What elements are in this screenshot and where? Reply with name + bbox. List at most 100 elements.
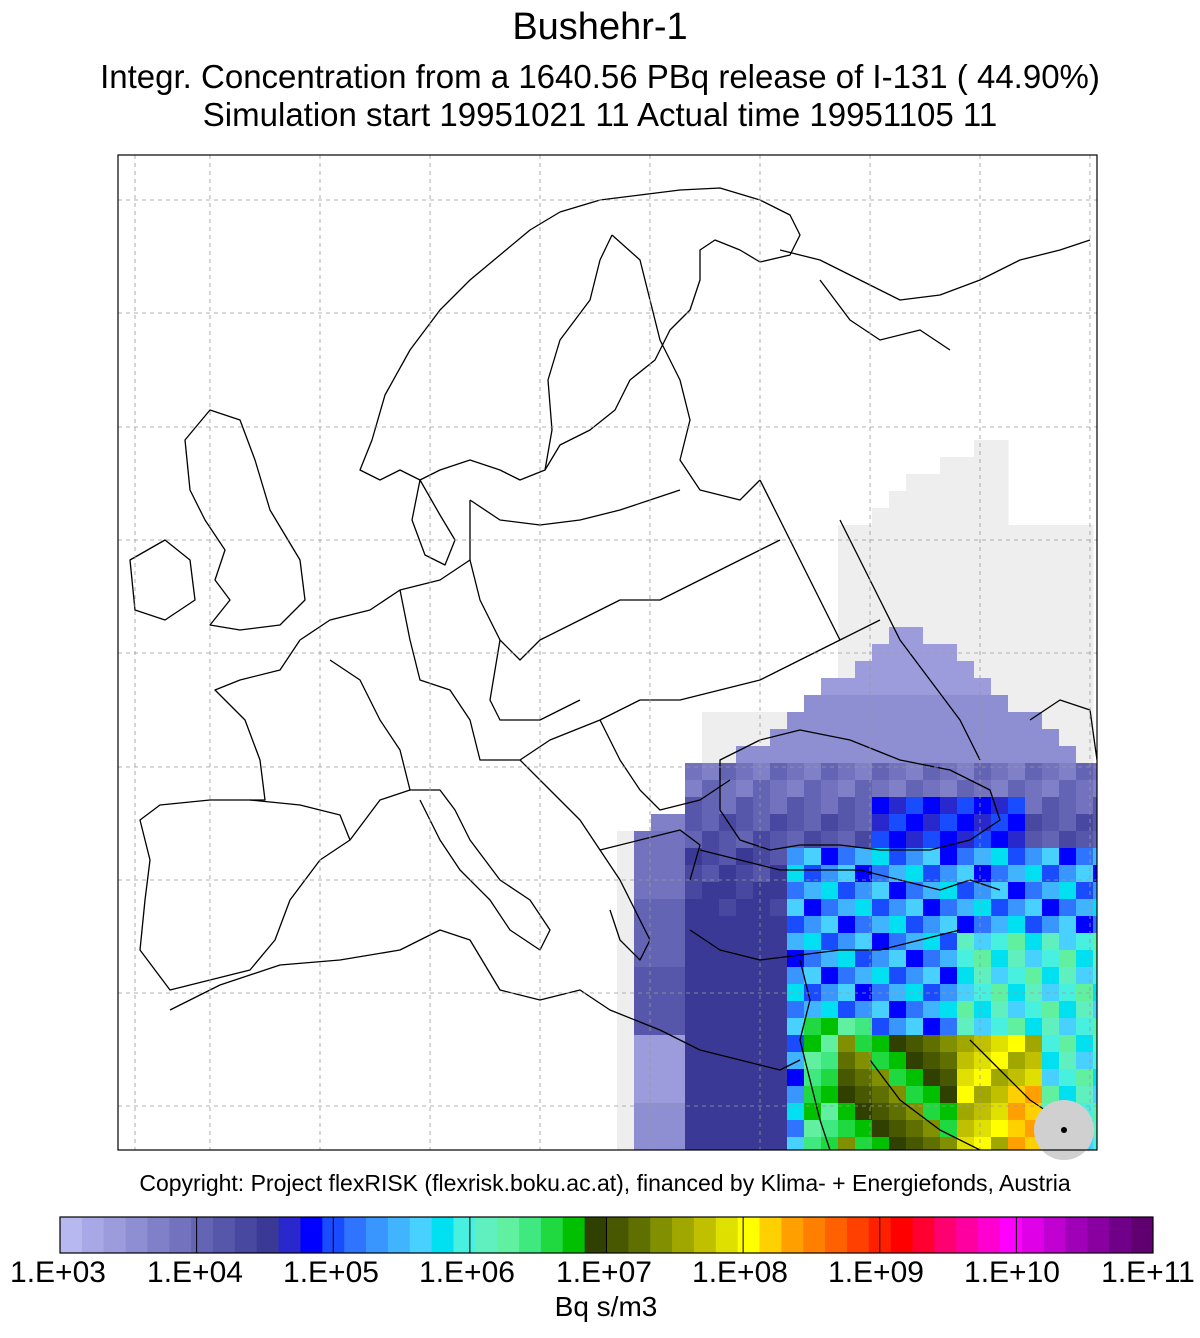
plume-cell <box>855 678 873 696</box>
plume-cell <box>1008 627 1026 645</box>
plume-cell <box>1008 967 1026 985</box>
plume-cell <box>889 1001 907 1019</box>
plume-cell <box>668 1035 686 1053</box>
plume-cell <box>804 916 822 934</box>
plume-cell <box>804 1137 822 1150</box>
plume-cell <box>1042 1069 1060 1087</box>
plume-cell <box>668 916 686 934</box>
plume-cell <box>1076 542 1094 560</box>
plume-cell <box>719 763 737 781</box>
plume-cell <box>719 950 737 968</box>
plume-cell <box>838 559 856 577</box>
plume-cell <box>821 1035 839 1053</box>
plume-cell <box>668 899 686 917</box>
plume-cell <box>1008 763 1026 781</box>
plume-cell <box>906 627 924 645</box>
plume-cell <box>651 899 669 917</box>
plume-cell <box>923 627 941 645</box>
plume-cell <box>906 1035 924 1053</box>
plume-cell <box>940 984 958 1002</box>
plume-cell <box>1076 814 1094 832</box>
plume-cell <box>685 797 703 815</box>
plume-cell <box>651 1086 669 1104</box>
plume-cell <box>872 695 890 713</box>
map-subtitle: Integr. Concentration from a 1640.56 PBq… <box>100 58 1100 95</box>
plume-cell <box>991 882 1009 900</box>
plume-cell <box>872 763 890 781</box>
plume-cell <box>855 916 873 934</box>
plume-cell <box>855 542 873 560</box>
plume-cell <box>838 933 856 951</box>
plume-cell <box>1008 865 1026 883</box>
plume-cell <box>685 1001 703 1019</box>
plume-cell <box>940 491 958 509</box>
plume-cell <box>702 882 720 900</box>
plume-cell <box>1059 814 1077 832</box>
plume-cell <box>1042 814 1060 832</box>
plume-cell <box>804 1035 822 1053</box>
plume-cell <box>1059 729 1077 747</box>
plume-cell <box>804 899 822 917</box>
colorbar-cell <box>1087 1217 1110 1253</box>
plume-cell <box>736 1120 754 1138</box>
plume-cell <box>855 576 873 594</box>
plume-cell <box>1025 967 1043 985</box>
plume-cell <box>991 916 1009 934</box>
plume-cell <box>702 1120 720 1138</box>
plume-cell <box>1076 899 1094 917</box>
plume-cell <box>617 831 635 849</box>
plume-cell <box>872 729 890 747</box>
plume-cell <box>872 1137 890 1150</box>
plume-cell <box>923 610 941 628</box>
plume-cell <box>974 933 992 951</box>
plume-cell <box>957 627 975 645</box>
plume-cell <box>957 831 975 849</box>
plume-cell <box>1059 542 1077 560</box>
plume-cell <box>855 593 873 611</box>
plume-cell <box>804 1086 822 1104</box>
plume-cell <box>889 950 907 968</box>
plume-cell <box>617 1035 635 1053</box>
plume-cell <box>1042 746 1060 764</box>
plume-cell <box>906 1069 924 1087</box>
plume-cell <box>906 661 924 679</box>
plume-cell <box>906 746 924 764</box>
plume-cell <box>838 763 856 781</box>
plume-cell <box>753 1120 771 1138</box>
plume-cell <box>719 831 737 849</box>
plume-cell <box>957 542 975 560</box>
plume-cell <box>1008 610 1026 628</box>
plume-cell <box>1042 780 1060 798</box>
plume-cell <box>991 746 1009 764</box>
plume-cell <box>1008 1137 1026 1150</box>
plume-cell <box>889 967 907 985</box>
plume-cell <box>617 1120 635 1138</box>
plume-cell <box>1008 729 1026 747</box>
plume-cell <box>838 712 856 730</box>
plume-cell <box>906 491 924 509</box>
plume-cell <box>838 729 856 747</box>
plume-cell <box>787 967 805 985</box>
plume-cell <box>1042 610 1060 628</box>
plume-cell <box>753 899 771 917</box>
plume-cell <box>770 882 788 900</box>
plume-cell <box>821 848 839 866</box>
plume-cell <box>957 644 975 662</box>
plume-cell <box>668 831 686 849</box>
plume-cell <box>1042 933 1060 951</box>
plume-cell <box>1008 916 1026 934</box>
plume-cell <box>906 678 924 696</box>
plume-cell <box>838 746 856 764</box>
colorbar-cell <box>846 1217 870 1253</box>
plume-cell <box>923 542 941 560</box>
plume-cell <box>617 950 635 968</box>
plume-cell <box>991 797 1009 815</box>
plume-cell <box>991 865 1009 883</box>
plume-cell <box>855 882 873 900</box>
plume-cell <box>974 1086 992 1104</box>
plume-cell <box>1025 950 1043 968</box>
plume-cell <box>974 440 992 458</box>
plume-cell <box>668 967 686 985</box>
colorbar-cell <box>825 1217 848 1253</box>
plume-cell <box>651 916 669 934</box>
